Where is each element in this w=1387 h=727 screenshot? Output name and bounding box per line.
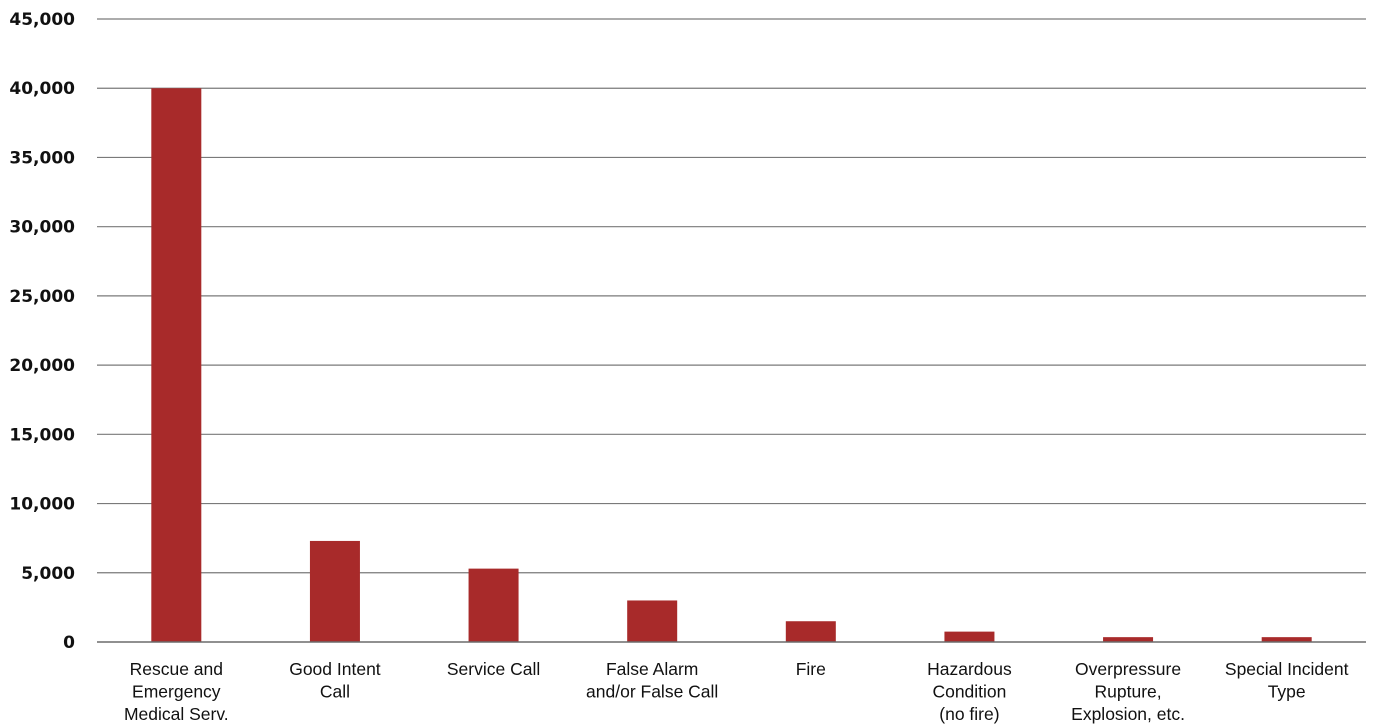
bar	[468, 568, 519, 642]
y-tick-label: 45,000	[9, 10, 75, 30]
x-tick-label-line: and/or False Call	[586, 682, 718, 702]
y-tick-label: 40,000	[9, 79, 75, 99]
x-tick-label: Overpressure Rupture, Explosion, etc.	[1071, 659, 1185, 724]
bar	[785, 621, 836, 642]
bar	[1261, 637, 1312, 642]
y-tick-label: 20,000	[9, 356, 75, 376]
x-tick-label-line: Rupture,	[1095, 682, 1162, 702]
x-tick-label: Rescue and Emergency Medical Serv.	[124, 659, 229, 724]
y-tick-label: 10,000	[9, 495, 75, 515]
x-tick-label-line: (no fire)	[939, 704, 999, 724]
x-tick-label-line: Rescue and	[130, 659, 223, 679]
bar	[151, 88, 202, 642]
y-tick-label: 5,000	[21, 564, 75, 584]
y-tick-label: 30,000	[9, 218, 75, 238]
y-tick-label: 0	[63, 633, 75, 653]
x-tick-label-line: Good Intent	[289, 659, 381, 679]
bar	[1103, 637, 1154, 642]
x-tick-label: Good Intent Call	[289, 659, 381, 702]
bar	[944, 631, 995, 642]
x-tick-label-line: Hazardous	[927, 659, 1012, 679]
x-tick-label-line: Medical Serv.	[124, 704, 229, 724]
gridlines	[97, 18, 1366, 574]
x-tick-label: Hazardous Condition (no fire)	[927, 659, 1012, 724]
y-tick-label: 15,000	[9, 425, 75, 445]
x-tick-label-line: Condition	[932, 682, 1006, 702]
bar	[627, 600, 678, 642]
x-tick-label-line: Service Call	[447, 659, 540, 679]
x-tick-label: Fire	[796, 659, 826, 679]
x-tick-label-line: Call	[320, 682, 350, 702]
x-tick-label-line: Type	[1268, 682, 1306, 702]
bars	[151, 88, 1312, 642]
y-tick-label: 35,000	[9, 148, 75, 168]
x-tick-label-line: Fire	[796, 659, 826, 679]
x-tick-label-line: Overpressure	[1075, 659, 1181, 679]
x-tick-label: Special Incident Type	[1225, 659, 1349, 702]
x-tick-label-line: Emergency	[132, 682, 221, 702]
y-axis-tick-labels: 0 5,000 10,000 15,000 20,000 25,000 30,000 35,0…	[9, 10, 75, 653]
y-tick-label: 25,000	[9, 287, 75, 307]
x-tick-label: False Alarm and/or False Call	[586, 659, 718, 702]
x-tick-label-line: False Alarm	[606, 659, 698, 679]
x-tick-label-line: Explosion, etc.	[1071, 704, 1185, 724]
x-tick-label: Service Call	[447, 659, 540, 679]
x-axis-tick-labels: Rescue and Emergency Medical Serv. Good Int…	[124, 659, 1349, 724]
x-tick-label-line: Special Incident	[1225, 659, 1349, 679]
bar	[309, 540, 360, 642]
